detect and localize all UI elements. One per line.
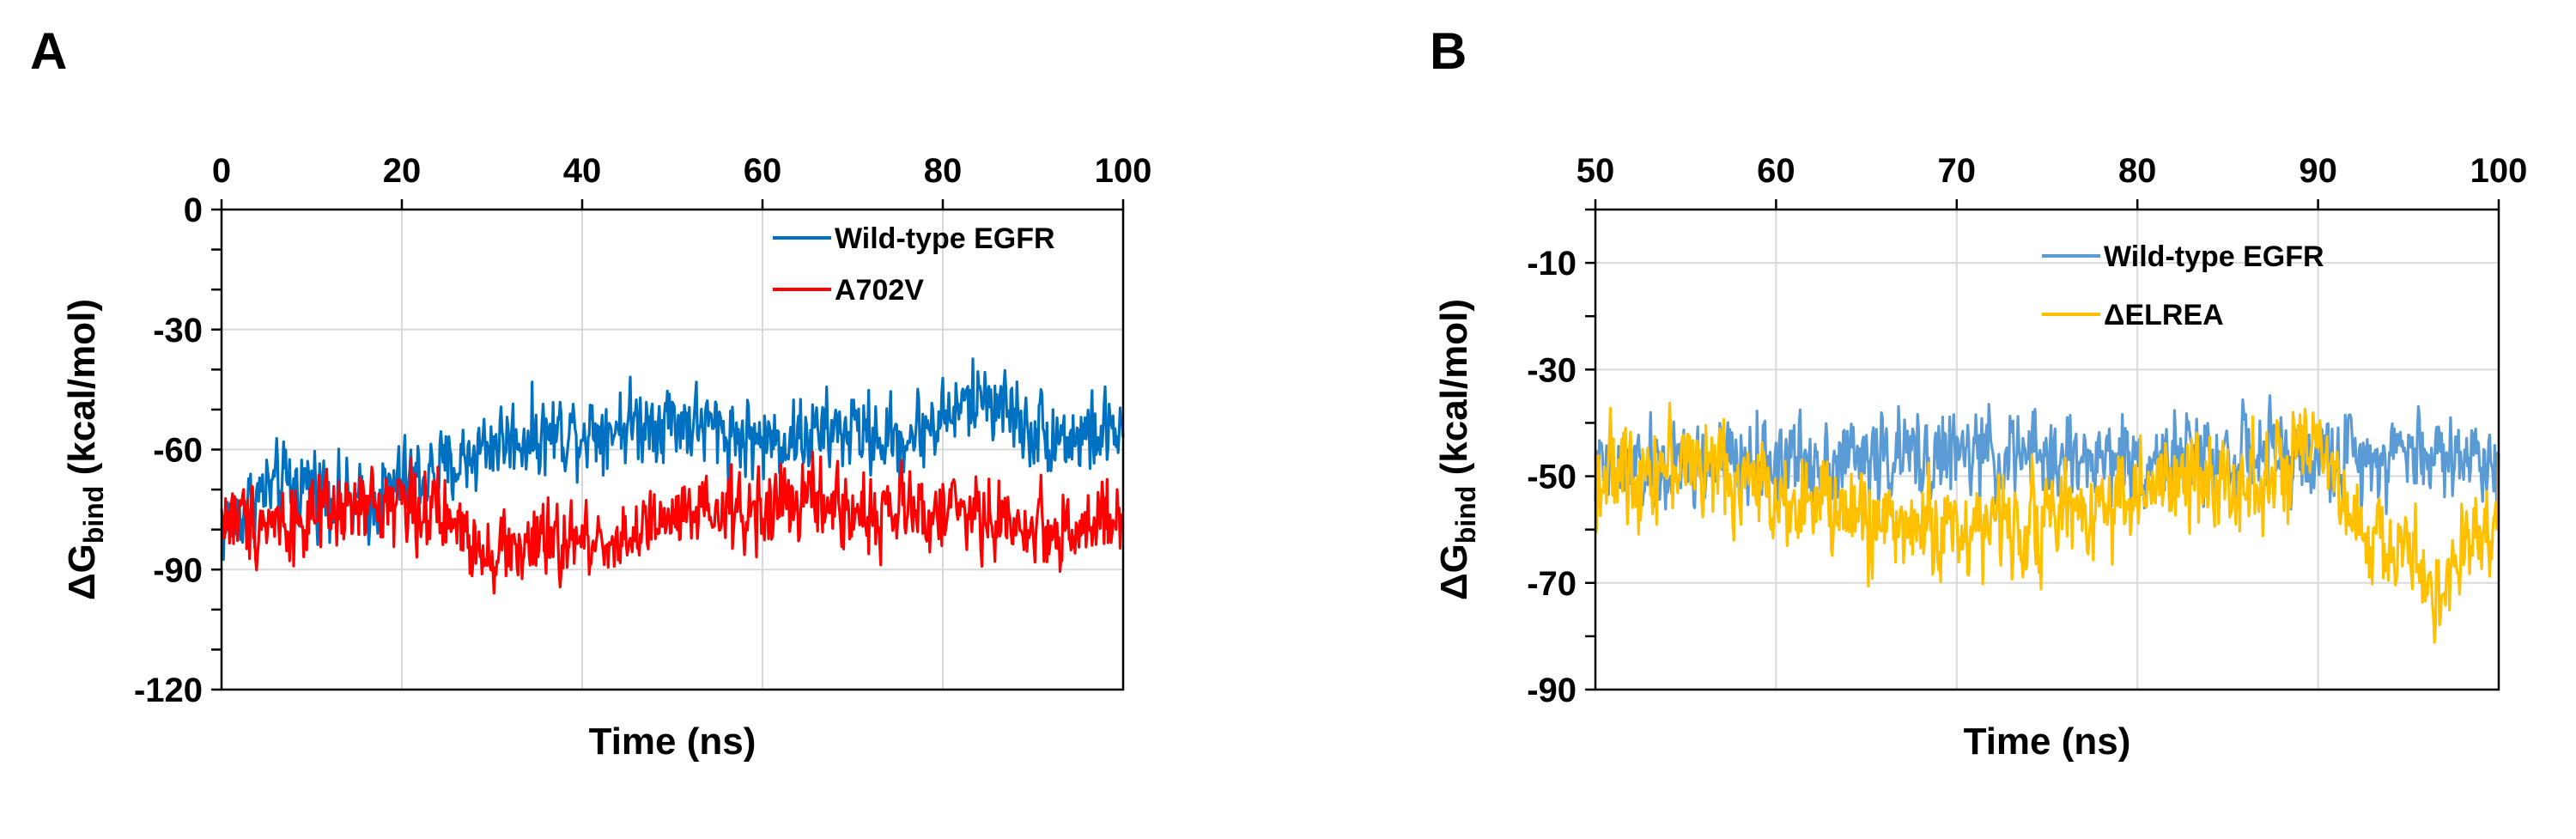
chart-panel-b: 50 60 70 80 90 100 -10 -30 -50 -70 -90 Time (ns) ΔGb… bbox=[1433, 152, 2527, 763]
x-tick-label: 70 bbox=[1938, 152, 1977, 190]
legend-label-1: Wild-type EGFR bbox=[835, 222, 1055, 255]
legend-label-2: A702V bbox=[835, 274, 924, 307]
y-axis-title: ΔGbind (kcal/mol) bbox=[61, 299, 109, 600]
y-tick-label: -50 bbox=[1527, 459, 1577, 496]
y-axis-title: ΔGbind (kcal/mol) bbox=[1433, 299, 1481, 600]
x-axis-title: Time (ns) bbox=[589, 720, 756, 763]
x-tick-label: 90 bbox=[2299, 152, 2337, 190]
y-tick-label: -90 bbox=[1527, 672, 1577, 709]
x-tick-label: 100 bbox=[2470, 152, 2528, 190]
series-line-2 bbox=[220, 450, 1125, 595]
y-axis-title-unit: (kcal/mol) bbox=[61, 299, 103, 486]
panel-label-b: B bbox=[1430, 22, 1467, 80]
series-line-2 bbox=[1594, 402, 2500, 644]
x-tick-label: 60 bbox=[1757, 152, 1795, 190]
panel-label-a: A bbox=[30, 22, 67, 80]
x-tick-label: 50 bbox=[1577, 152, 1615, 190]
x-tick-label: 20 bbox=[383, 152, 422, 190]
x-axis-title: Time (ns) bbox=[1964, 720, 2131, 763]
legend-label-1: Wild-type EGFR bbox=[2104, 240, 2324, 273]
y-tick-label: -120 bbox=[134, 672, 203, 709]
y-axis-title-main: ΔG bbox=[61, 544, 103, 600]
y-tick-label: -30 bbox=[1527, 351, 1577, 389]
y-tick-label: -30 bbox=[153, 312, 203, 350]
x-tick-label: 60 bbox=[744, 152, 782, 190]
x-tick-label: 40 bbox=[563, 152, 602, 190]
x-tick-label: 0 bbox=[212, 152, 231, 190]
y-axis-title-unit: (kcal/mol) bbox=[1433, 299, 1475, 486]
y-tick-label: -70 bbox=[1527, 565, 1577, 603]
y-axis-title-main: ΔG bbox=[1433, 544, 1475, 600]
y-tick-label: -10 bbox=[1527, 245, 1577, 283]
x-tick-label: 80 bbox=[2118, 152, 2157, 190]
legend-label-2: ΔELREA bbox=[2104, 299, 2224, 331]
x-tick-label: 80 bbox=[924, 152, 963, 190]
y-axis-title-sub: bind bbox=[1450, 486, 1481, 544]
y-tick-label: -90 bbox=[153, 551, 203, 589]
chart-panel-a: 0 20 40 60 80 100 0 -30 -60 -90 -120 Time (ns) ΔGbin… bbox=[61, 152, 1151, 763]
y-tick-label: -60 bbox=[153, 432, 203, 470]
y-tick-label: 0 bbox=[184, 192, 203, 229]
plot-frame bbox=[1594, 208, 2500, 691]
x-tick-label: 100 bbox=[1095, 152, 1152, 190]
series-line-1 bbox=[1594, 394, 2500, 515]
y-axis-title-sub: bind bbox=[78, 486, 109, 544]
